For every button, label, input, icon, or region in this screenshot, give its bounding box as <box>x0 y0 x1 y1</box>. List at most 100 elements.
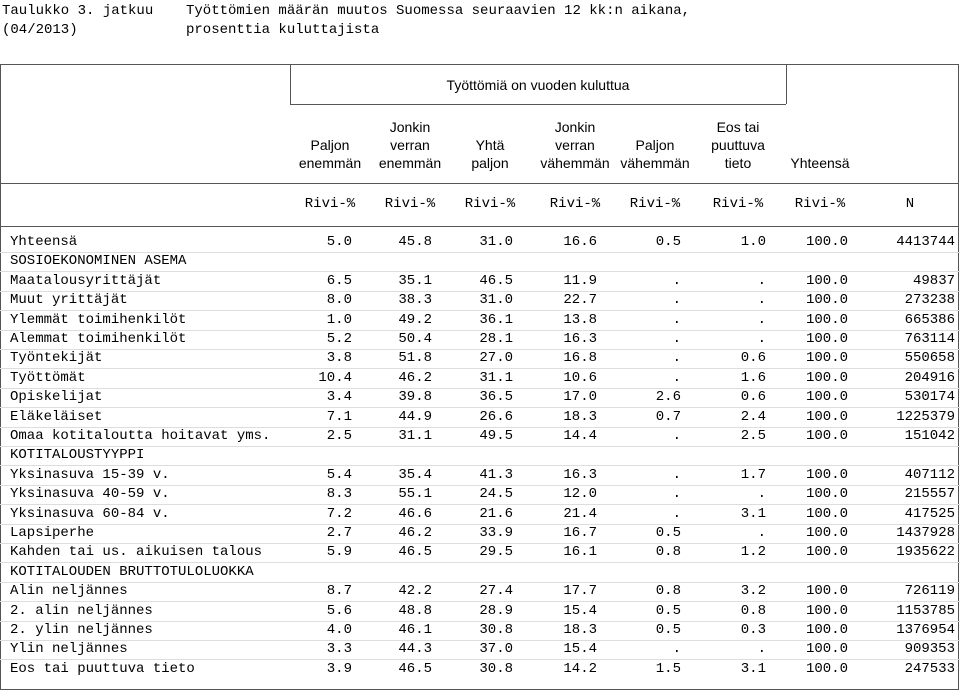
cell: 50.4 <box>398 331 432 347</box>
cell: 273238 <box>904 292 955 309</box>
cell: 10.6 <box>563 369 597 386</box>
column-header: enemmän <box>298 155 362 171</box>
row-rule <box>0 523 960 525</box>
cell: 530174 <box>904 389 955 406</box>
cell: 100.0 <box>805 389 848 406</box>
rule <box>290 64 291 104</box>
cell: 8.3 <box>326 486 352 503</box>
cell: . <box>672 505 681 522</box>
cell: 21.6 <box>479 505 513 522</box>
column-header: puuttuva <box>711 137 765 153</box>
cell: . <box>672 466 681 483</box>
row-label: Opiskelijat <box>10 389 103 406</box>
cell: 51.8 <box>398 350 432 367</box>
cell: 42.2 <box>398 583 432 600</box>
cell: 18.3 <box>563 408 597 425</box>
cell: 100.0 <box>805 331 848 347</box>
cell: 4.0 <box>326 622 352 638</box>
row-label: Yksinasuva 15-39 v. <box>10 466 170 483</box>
cell: 100.0 <box>805 369 848 386</box>
cell: 0.5 <box>655 622 681 638</box>
cell: 0.8 <box>655 583 681 600</box>
cell: 2.4 <box>740 408 766 425</box>
row-rule <box>0 581 960 583</box>
row-rule <box>0 601 960 603</box>
section-label: SOSIOEKONOMINEN ASEMA <box>10 253 187 270</box>
cell: 21.4 <box>563 505 597 522</box>
cell: 46.6 <box>398 505 432 522</box>
cell: 1376954 <box>896 622 955 638</box>
row-label: Kahden tai us. aikuisen talous <box>10 544 263 561</box>
cell: 100.0 <box>805 292 848 309</box>
cell: 100.0 <box>805 350 848 367</box>
cell: 26.6 <box>479 408 513 425</box>
group-header: Työttömiä on vuoden kuluttua <box>446 77 630 93</box>
cell: 46.1 <box>398 622 432 638</box>
row-label: Alemmat toimihenkilöt <box>10 331 187 347</box>
cell: 46.5 <box>398 660 432 677</box>
cell: 3.4 <box>326 389 352 406</box>
cell: 763114 <box>904 331 955 347</box>
cell: 14.4 <box>563 428 597 444</box>
cell: 49.2 <box>398 311 432 328</box>
cell: 0.5 <box>655 525 681 541</box>
cell: 0.7 <box>655 408 681 425</box>
cell: . <box>757 272 766 289</box>
cell: 27.4 <box>479 583 513 600</box>
cell: 0.3 <box>740 622 766 638</box>
unit-header: Rivi-% <box>794 196 846 212</box>
rule <box>958 64 959 690</box>
cell: 3.9 <box>326 660 352 677</box>
cell: 38.3 <box>398 292 432 309</box>
cell: . <box>672 292 681 309</box>
cell: . <box>672 331 681 347</box>
cell: 8.7 <box>326 583 352 600</box>
cell: 36.1 <box>479 311 513 328</box>
cell: 100.0 <box>805 408 848 425</box>
row-label: Alin neljännes <box>10 583 128 600</box>
column-header: verran <box>555 137 595 153</box>
row-rule <box>0 310 960 312</box>
row-rule <box>0 620 960 622</box>
cell: 2.7 <box>326 525 352 541</box>
row-rule <box>0 290 960 292</box>
cell: 16.8 <box>563 350 597 367</box>
cell: 204916 <box>904 369 955 386</box>
cell: 3.1 <box>740 660 766 677</box>
cell: . <box>757 525 766 541</box>
cell: 100.0 <box>805 544 848 561</box>
cell: 5.2 <box>326 331 352 347</box>
cell: 3.8 <box>326 350 352 367</box>
column-header: paljon <box>471 155 509 171</box>
row-label: Työttömät <box>10 369 86 386</box>
cell: 407112 <box>904 466 955 483</box>
section-label: KOTITALOUDEN BRUTTOTULOLUOKKA <box>10 563 254 580</box>
cell: 31.0 <box>479 234 513 250</box>
cell: 100.0 <box>805 660 848 677</box>
cell: 2.6 <box>655 389 681 406</box>
column-header: Jonkin <box>554 119 596 135</box>
cell: . <box>672 486 681 503</box>
cell: 13.8 <box>563 311 597 328</box>
cell: 4413744 <box>896 234 955 250</box>
cell: 35.4 <box>398 466 432 483</box>
cell: 8.0 <box>326 292 352 309</box>
row-rule <box>0 407 960 409</box>
column-header: Yhtä <box>475 137 505 153</box>
row-label: Ylemmät toimihenkilöt <box>10 311 187 328</box>
cell: 1.0 <box>740 234 766 250</box>
cell: 726119 <box>904 583 955 600</box>
row-rule <box>0 329 960 331</box>
cell: 1.0 <box>326 311 352 328</box>
cell: 28.1 <box>479 331 513 347</box>
column-header: vähemmän <box>620 155 690 171</box>
cell: 46.5 <box>398 544 432 561</box>
date: (04/2013) <box>2 22 78 38</box>
cell: 16.6 <box>563 234 597 250</box>
cell: 7.1 <box>326 408 352 425</box>
row-label: Yksinasuva 40-59 v. <box>10 486 170 503</box>
cell: 46.2 <box>398 525 432 541</box>
cell: 30.8 <box>479 660 513 677</box>
cell: 3.3 <box>326 641 352 658</box>
cell: 31.1 <box>398 428 432 444</box>
